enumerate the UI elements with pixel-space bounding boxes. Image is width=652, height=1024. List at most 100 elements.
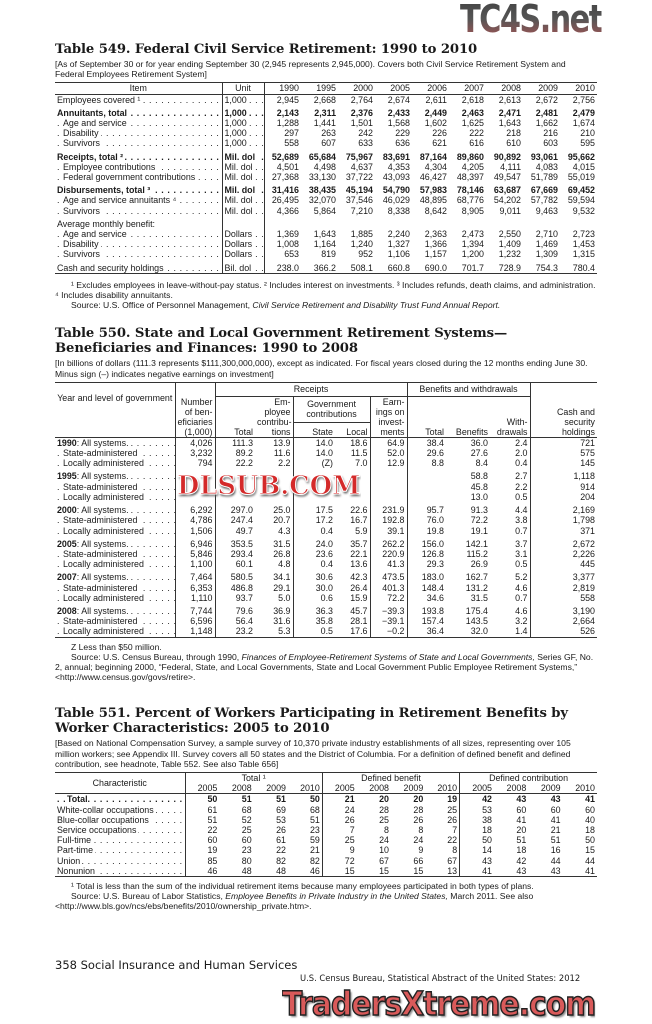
cell-value: 247.4 bbox=[230, 515, 253, 526]
cell-value: 1.4 bbox=[490, 626, 531, 638]
cell-value: 1,469 bbox=[535, 239, 558, 250]
gap-cell bbox=[370, 602, 408, 606]
cell-value: 2,672 bbox=[572, 538, 595, 549]
cell-value bbox=[412, 219, 449, 229]
cell-value: 238.0 bbox=[264, 262, 301, 274]
row-unit-text: 1,000 bbox=[224, 138, 249, 149]
table-row: Annuitants, total 1,000 2,143 2,311 2,376 2,4… bbox=[55, 107, 597, 119]
table-row: Part-time192322219109814181615 bbox=[55, 845, 597, 856]
gap-cell bbox=[222, 259, 265, 263]
table-551-title: Table 551. Percent of Workers Participat… bbox=[55, 706, 568, 737]
row-label-text: Average monthly benefit: bbox=[57, 218, 158, 229]
row-label: Disability bbox=[55, 128, 223, 139]
cell-value: 5,846 bbox=[175, 548, 216, 560]
row-unit-text: 1,000 bbox=[224, 118, 249, 129]
cell-value: 0.6 bbox=[320, 592, 333, 603]
cell-value bbox=[338, 219, 375, 229]
table-row: Cash and security holdings Bil. dol 238.03… bbox=[55, 262, 597, 274]
cell-value: 23 bbox=[241, 845, 252, 856]
source-title: Civil Service Retirement and Disability … bbox=[252, 300, 501, 311]
row-label: Federal government contributions bbox=[55, 172, 223, 183]
cell-value: 4.4 bbox=[490, 505, 531, 516]
row-unit: Dollars bbox=[222, 249, 265, 260]
cell-value: 216 bbox=[543, 128, 558, 139]
col-year: 2005 bbox=[185, 783, 220, 795]
cell-value: 95,662 bbox=[567, 151, 595, 162]
cell-value: 2,433 bbox=[387, 107, 410, 118]
row-label-rest: State-administered bbox=[63, 448, 138, 459]
cell-value: 15 bbox=[585, 845, 595, 856]
row-label: Part-time bbox=[55, 845, 186, 856]
col-year: 2000 bbox=[338, 82, 375, 95]
row-label: Age and service annuitants ⁴ bbox=[55, 195, 223, 206]
cell-value: 43 bbox=[516, 794, 527, 805]
cell-value: 56.4 bbox=[235, 616, 253, 627]
cell-value: 6,292 bbox=[175, 505, 216, 516]
cell-value: 2,764 bbox=[350, 94, 373, 105]
cell-value: 31.5 bbox=[470, 592, 488, 603]
col-year: 2008 bbox=[493, 783, 529, 795]
cell-value: 610 bbox=[506, 138, 521, 149]
row-label-rest: Locally administered bbox=[63, 491, 144, 502]
cell-value: 2.4 bbox=[490, 437, 531, 449]
row-label: Employees covered ¹ bbox=[55, 94, 223, 105]
cell-value: 229 bbox=[395, 128, 410, 139]
cell-value: 51 bbox=[207, 814, 218, 825]
row-unit: Bil. dol bbox=[222, 262, 265, 274]
cell-value: 3,377 bbox=[572, 572, 595, 583]
cell-value: 50 bbox=[482, 835, 492, 846]
row-label-text: 2007: All systems. bbox=[57, 572, 131, 583]
col-year: 2010 bbox=[425, 783, 461, 795]
cell-value: 36.3 bbox=[315, 605, 333, 616]
cell-value: 35.8 bbox=[315, 616, 333, 627]
cell-value: −0.2 bbox=[370, 626, 408, 638]
cell-value: 31.5 bbox=[255, 538, 294, 549]
cell-value: 4,015 bbox=[572, 161, 595, 172]
cell-value: 1,409 bbox=[498, 239, 521, 250]
cell-value: 2.2 bbox=[255, 458, 294, 469]
cell-value: 60 bbox=[207, 835, 218, 846]
cell-value: 52 bbox=[241, 814, 252, 825]
row-label-text: 2005: All systems. bbox=[57, 538, 131, 549]
cell-value: 22 bbox=[425, 835, 461, 846]
table-row: Full-time606061592524242250515150 bbox=[55, 835, 597, 846]
cell-value: 220.9 bbox=[370, 548, 408, 560]
gap-cell bbox=[490, 502, 531, 506]
group-gap bbox=[55, 215, 597, 219]
cell-value: 595 bbox=[580, 138, 595, 149]
row-label: Age and service bbox=[55, 118, 223, 129]
gap-cell bbox=[370, 569, 408, 573]
table-551-notes: ¹ Total is less than the sum of the indi… bbox=[55, 881, 597, 912]
cell-value: 353.5 bbox=[230, 538, 253, 549]
cell-value bbox=[407, 492, 446, 502]
table-row: 1995: All systems. 58.82.7 1,118 bbox=[55, 471, 597, 482]
cell-value: 819 bbox=[321, 249, 336, 260]
table-row: Receipts, total ² Mil. dol 52,689 65,684 75,… bbox=[55, 151, 597, 162]
cell-value: 28 bbox=[379, 804, 389, 815]
table-row: State-administered3,23289.211.614.011.55… bbox=[55, 448, 597, 459]
cell-value: 8 bbox=[425, 845, 461, 856]
col-year: 2006 bbox=[412, 82, 449, 95]
cell-value: (Z) bbox=[321, 458, 333, 469]
gap-cell bbox=[335, 535, 371, 539]
cell-value bbox=[370, 491, 408, 503]
cell-value: 111.3 bbox=[232, 437, 253, 448]
cell-value bbox=[370, 481, 408, 492]
cell-value: 41 bbox=[585, 794, 595, 805]
cell-value: 4,111 bbox=[500, 161, 521, 172]
row-label: Survivors bbox=[55, 138, 223, 149]
cell-value: 2,143 bbox=[276, 107, 299, 118]
row-label-text: State-administered bbox=[63, 582, 140, 593]
cell-value: 48,895 bbox=[419, 195, 447, 206]
cell-value: 2,240 bbox=[387, 229, 410, 240]
row-label-text: Age and service bbox=[63, 118, 129, 129]
cell-value: 175.4 bbox=[465, 605, 488, 616]
cell-value: 14 bbox=[482, 845, 492, 856]
table-row: Service occupations22252623788718202118 bbox=[55, 824, 597, 836]
gap-cell bbox=[255, 502, 294, 506]
row-label: 1990: All systems. bbox=[55, 437, 176, 449]
cell-value: 222 bbox=[469, 128, 484, 139]
table-550-headnote: [In billions of dollars (111.3 represent… bbox=[55, 358, 588, 379]
cell-value: 61 bbox=[276, 835, 286, 846]
cell-value: 22.1 bbox=[335, 548, 371, 560]
